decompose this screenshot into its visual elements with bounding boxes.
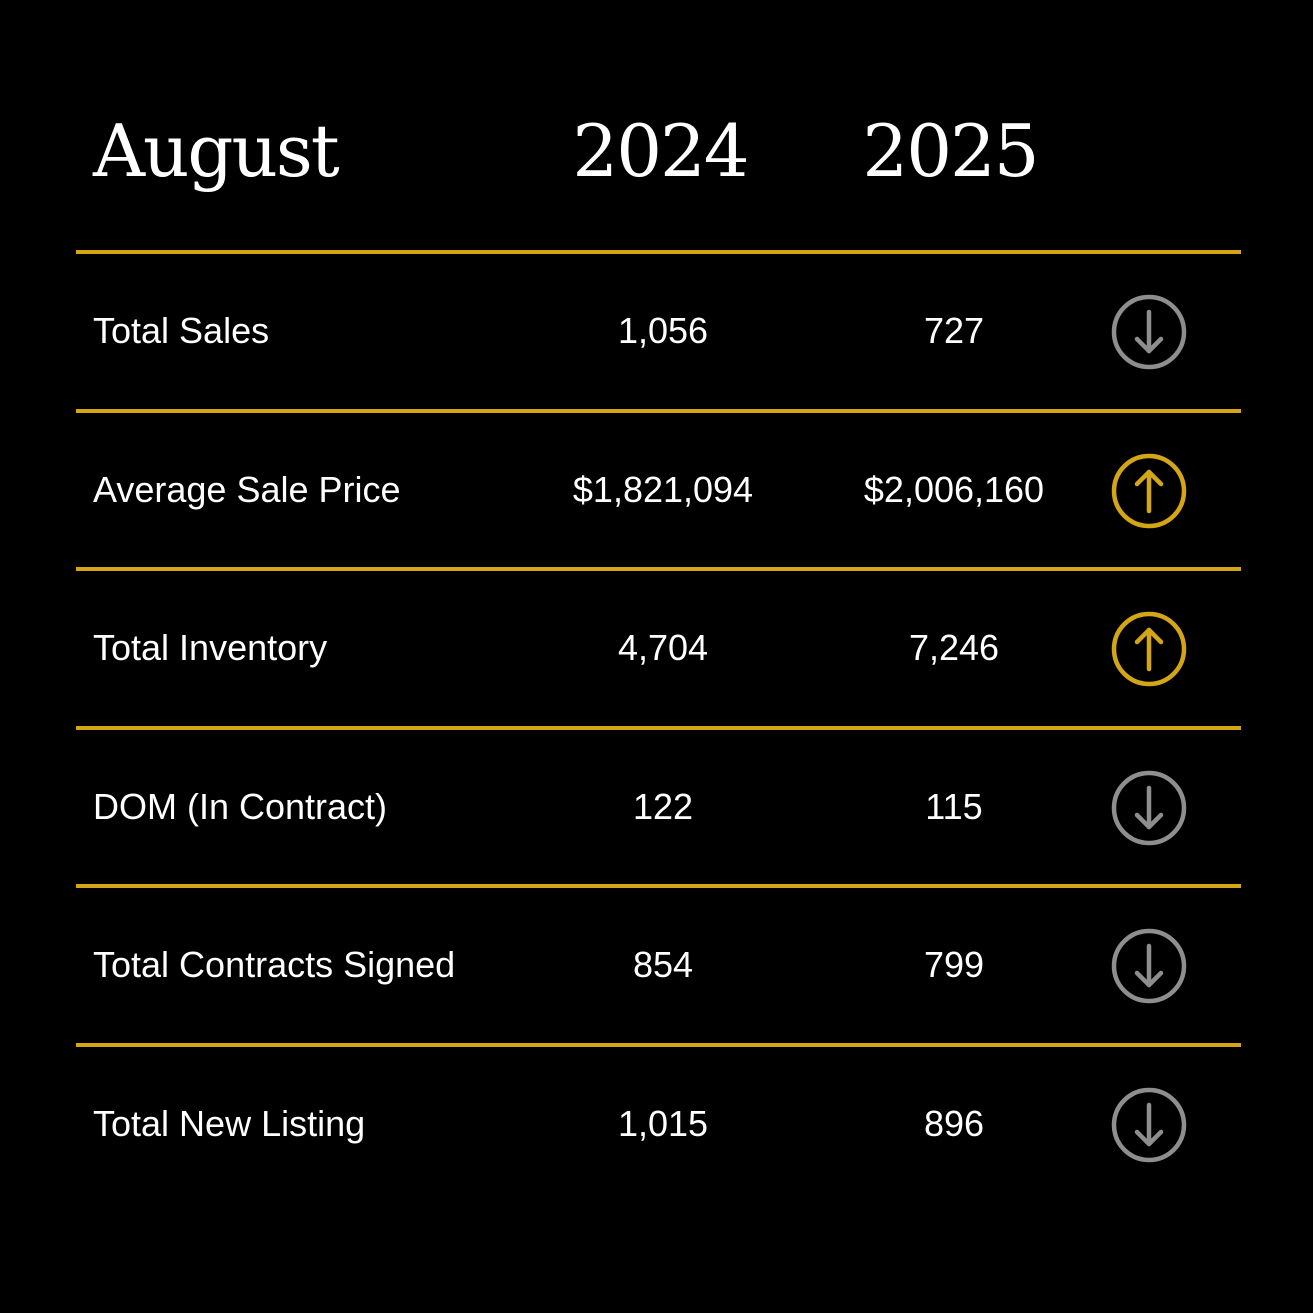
arrow-down-circle-icon [1111,770,1187,846]
table-row: Total Contracts Signed 854 799 [0,888,1313,1042]
row-divider [76,726,1241,730]
table-row: Total Sales 1,056 727 [0,254,1313,408]
arrow-up-circle-icon [1111,611,1187,687]
row-divider [76,1043,1241,1047]
value-2024: 122 [632,786,694,827]
value-2024: 4,704 [617,627,709,668]
table-row: Total Inventory 4,704 7,246 [0,571,1313,725]
value-2025: 7,246 [908,627,1000,668]
metric-label: Total Inventory [93,627,328,668]
metric-label: DOM (In Contract) [93,786,388,827]
value-2025: 115 [925,786,983,827]
metric-label: Total New Listing [93,1103,366,1144]
value-2024: 1,056 [617,310,709,351]
table-row: Total New Listing 1,015 896 [0,1047,1313,1201]
value-2025: 799 [923,944,985,985]
row-divider [76,409,1241,413]
table-row: DOM (In Contract) 122 115 [0,730,1313,884]
row-divider [76,884,1241,888]
table-header: August 2024 2025 [0,0,1313,250]
value-2024: 854 [632,944,694,985]
metric-label: Total Contracts Signed [93,944,456,985]
row-divider [76,250,1241,254]
value-2024: $1,821,094 [572,469,754,510]
arrow-up-circle-icon [1111,453,1187,529]
row-divider [76,567,1241,571]
value-2024: 1,015 [617,1103,709,1144]
arrow-down-circle-icon [1111,928,1187,1004]
table-row: Average Sale Price $1,821,094 $2,006,160 [0,413,1313,567]
arrow-down-circle-icon [1111,294,1187,370]
value-2025: $2,006,160 [863,469,1045,510]
year-2024-heading: 2024 [572,109,749,193]
arrow-down-circle-icon [1111,1087,1187,1163]
month-heading: August [93,109,340,193]
metric-label: Average Sale Price [93,469,401,510]
metric-label: Total Sales [93,310,270,351]
year-2025-heading: 2025 [862,109,1039,193]
value-2025: 896 [923,1103,985,1144]
value-2025: 727 [923,310,985,351]
